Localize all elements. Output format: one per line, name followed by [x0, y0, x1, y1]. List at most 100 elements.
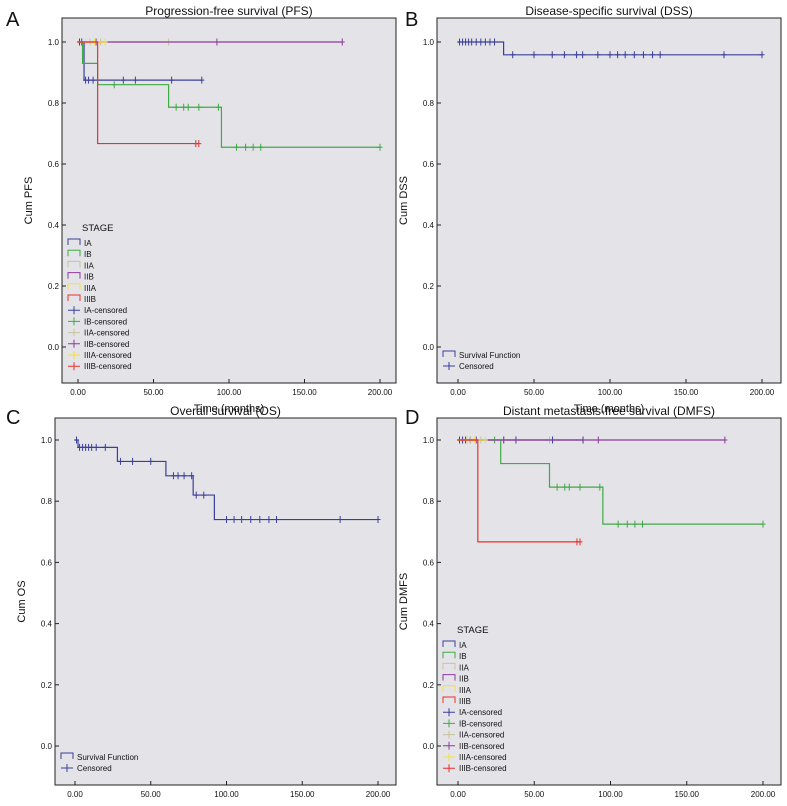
legend-label: IIA-censored: [459, 731, 504, 740]
legend-label: IA-censored: [84, 306, 127, 315]
panel-letter: D: [405, 407, 419, 429]
y-tick-label: 1.0: [423, 38, 435, 47]
censor-mark: [266, 516, 272, 524]
panel-letter: A: [6, 9, 20, 31]
legend-label: IIB: [459, 675, 469, 684]
legend-step-swatch: [67, 272, 81, 279]
legend-step-swatch: [67, 238, 81, 245]
x-tick-label: 150.00: [674, 388, 699, 397]
y-tick-label: 0.6: [48, 160, 60, 169]
censor-mark: [86, 76, 92, 84]
censor-mark: [640, 520, 646, 528]
censor-mark: [561, 51, 567, 59]
censor-mark: [650, 51, 656, 59]
plot-area: [436, 417, 782, 786]
x-tick-label: 50.00: [141, 790, 162, 799]
y-tick-label: 0.8: [423, 99, 435, 108]
censor-mark: [199, 76, 205, 84]
y-tick-label: 0.2: [423, 282, 435, 291]
legend-label: IIIB-censored: [459, 764, 507, 773]
legend-step-swatch: [442, 651, 456, 659]
plot-area: [54, 417, 397, 786]
y-tick-label: 0.2: [423, 681, 435, 690]
legend-label: IIA: [459, 663, 469, 672]
censor-mark: [577, 538, 583, 546]
censor-mark: [624, 520, 630, 528]
censor-mark: [469, 38, 475, 46]
legend: STAGE IA IB IIA IIB IIIA IIIB IA-censored IB-cen…: [442, 625, 507, 773]
legend-label: IIA: [84, 261, 94, 270]
y-tick-label: 0.6: [423, 558, 435, 567]
censor-mark: [273, 516, 279, 524]
legend-censor-swatch: [68, 306, 80, 315]
censor-mark: [173, 103, 179, 111]
y-axis-label: Cum DMFS: [398, 573, 410, 630]
x-tick-label: 50.00: [143, 388, 164, 397]
legend-step-swatch: [67, 249, 81, 257]
series-line-iiib: [78, 41, 199, 145]
y-tick-label: 0.6: [41, 558, 53, 567]
censor-mark: [375, 516, 381, 524]
censor-mark: [234, 143, 240, 151]
chart-title: Overall survival (OS): [170, 404, 281, 418]
censor-mark: [170, 472, 176, 480]
y-tick-label: 0.2: [41, 681, 53, 690]
y-tick-label: 0.0: [423, 343, 435, 352]
censor-mark: [130, 457, 136, 465]
x-tick-label: 0.00: [70, 388, 86, 397]
censor-mark: [531, 51, 537, 59]
legend-label: IIIA: [459, 686, 472, 695]
legend-step-swatch: [442, 674, 456, 681]
censor-mark: [482, 436, 488, 444]
censor-mark: [185, 103, 191, 111]
y-tick-label: 0.4: [48, 221, 60, 230]
censor-mark: [258, 143, 264, 151]
censor-mark: [169, 76, 175, 84]
y-tick-label: 0.0: [423, 742, 435, 751]
legend-censor-swatch: [443, 753, 455, 761]
legend-label: IIB-censored: [84, 340, 129, 349]
plot-area: [436, 17, 782, 384]
y-tick-label: 1.0: [48, 38, 60, 47]
x-tick-label: 0.00: [450, 388, 466, 397]
censor-mark: [607, 51, 613, 59]
chart-title: Distant metastasis-free survival (DMFS): [503, 404, 715, 418]
censor-mark: [722, 436, 728, 444]
censor-mark: [640, 51, 646, 59]
legend-step-swatch: [67, 260, 81, 268]
legend-step-swatch: [442, 350, 456, 357]
censor-mark: [231, 516, 237, 524]
y-tick-label: 0.4: [41, 620, 53, 629]
legend-label: Censored: [459, 362, 494, 371]
legend-label: IIB: [84, 273, 94, 282]
series-line-ib: [78, 41, 380, 148]
series-line-survival-function: [75, 439, 378, 521]
y-axis-label: Cum PFS: [23, 177, 35, 225]
legend-censor-swatch: [68, 339, 80, 348]
legend-censor-swatch: [443, 719, 455, 728]
x-tick-label: 50.00: [524, 790, 545, 799]
censor-mark: [132, 76, 138, 84]
x-tick-label: 100.00: [217, 388, 242, 397]
censor-mark: [175, 472, 181, 480]
x-tick-label: 100.00: [598, 388, 623, 397]
censor-mark: [181, 472, 187, 480]
legend-label: IIIA-censored: [84, 351, 132, 360]
legend-step-swatch: [442, 662, 456, 670]
y-axis-label: Cum OS: [16, 580, 28, 622]
x-tick-label: 150.00: [675, 790, 700, 799]
censor-mark: [549, 51, 555, 59]
series-line-ib: [458, 439, 763, 525]
censor-mark: [510, 51, 516, 59]
legend-step-swatch: [442, 696, 456, 703]
legend-censor-swatch: [443, 741, 455, 750]
censor-mark: [250, 143, 256, 151]
x-tick-label: 50.00: [524, 388, 545, 397]
legend-label: IIIB-censored: [84, 362, 132, 371]
legend-step-swatch: [67, 294, 81, 301]
legend-label: IB-censored: [459, 719, 502, 728]
censor-mark: [615, 520, 621, 528]
censor-mark: [631, 51, 637, 59]
chart-title: Progression-free survival (PFS): [145, 4, 312, 18]
